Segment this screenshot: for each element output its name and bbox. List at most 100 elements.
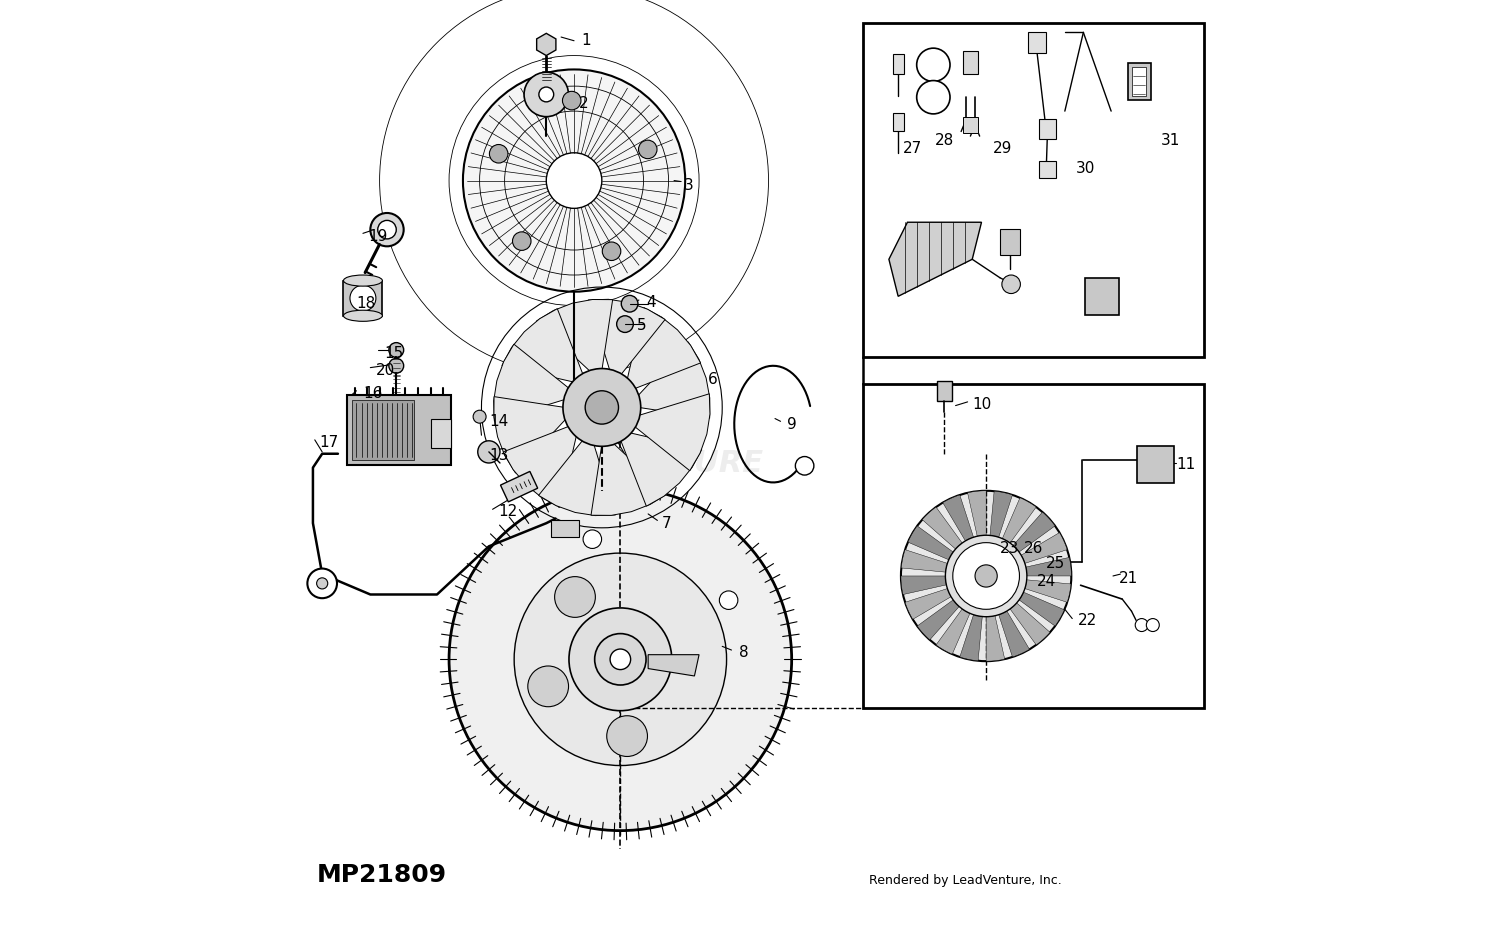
- Polygon shape: [494, 396, 567, 473]
- Circle shape: [378, 220, 396, 239]
- Circle shape: [606, 716, 648, 757]
- Circle shape: [562, 369, 640, 446]
- Text: 16: 16: [363, 386, 382, 401]
- Polygon shape: [1013, 512, 1054, 552]
- Polygon shape: [990, 491, 1012, 537]
- Ellipse shape: [344, 275, 382, 286]
- Bar: [1040, 161, 1056, 178]
- Polygon shape: [999, 611, 1029, 657]
- Bar: [938, 381, 952, 401]
- Text: 11: 11: [1176, 457, 1196, 472]
- Polygon shape: [634, 394, 710, 470]
- Text: MP21809: MP21809: [316, 863, 447, 887]
- Bar: [344, 281, 382, 316]
- Bar: [862, 384, 1203, 708]
- Circle shape: [568, 607, 672, 711]
- Text: 14: 14: [489, 414, 508, 429]
- Polygon shape: [1024, 580, 1071, 602]
- Text: 2: 2: [579, 96, 588, 111]
- Bar: [1028, 32, 1047, 53]
- Circle shape: [464, 69, 686, 292]
- Circle shape: [639, 140, 657, 158]
- Polygon shape: [968, 491, 986, 536]
- Circle shape: [952, 543, 1020, 609]
- Circle shape: [584, 530, 602, 548]
- Bar: [963, 117, 978, 133]
- Polygon shape: [503, 426, 576, 507]
- Polygon shape: [1019, 592, 1065, 626]
- Polygon shape: [916, 600, 958, 640]
- Text: Rendered by LeadVenture, Inc.: Rendered by LeadVenture, Inc.: [868, 874, 1062, 887]
- Text: 24: 24: [1036, 574, 1056, 589]
- Circle shape: [720, 591, 738, 609]
- Circle shape: [524, 72, 568, 117]
- Polygon shape: [503, 308, 584, 382]
- Circle shape: [538, 87, 554, 102]
- Polygon shape: [1002, 498, 1036, 543]
- Polygon shape: [648, 655, 699, 676]
- Bar: [1128, 63, 1150, 100]
- Circle shape: [370, 213, 404, 246]
- Circle shape: [975, 565, 998, 587]
- Circle shape: [621, 295, 638, 312]
- Bar: [1084, 278, 1119, 315]
- Bar: [963, 51, 978, 74]
- Circle shape: [594, 633, 646, 685]
- Circle shape: [916, 48, 950, 81]
- Circle shape: [1146, 619, 1160, 632]
- Circle shape: [472, 410, 486, 423]
- Polygon shape: [591, 443, 668, 516]
- Circle shape: [1136, 619, 1148, 632]
- Circle shape: [902, 491, 1071, 661]
- Bar: [550, 520, 579, 537]
- Text: 23: 23: [1000, 541, 1020, 556]
- Text: 26: 26: [1024, 541, 1044, 556]
- Polygon shape: [538, 440, 615, 516]
- Circle shape: [945, 535, 1028, 617]
- Circle shape: [610, 649, 630, 669]
- Circle shape: [585, 391, 618, 424]
- Circle shape: [350, 285, 376, 311]
- Text: 7: 7: [662, 516, 672, 531]
- Polygon shape: [902, 550, 948, 572]
- Polygon shape: [494, 344, 570, 421]
- Bar: [1137, 446, 1174, 483]
- Polygon shape: [537, 33, 556, 56]
- Text: 12: 12: [498, 504, 517, 519]
- Bar: [1131, 67, 1146, 96]
- Text: 3: 3: [684, 178, 693, 193]
- Polygon shape: [890, 222, 981, 296]
- Text: 19: 19: [369, 229, 388, 244]
- Polygon shape: [986, 616, 1005, 661]
- Text: 30: 30: [1076, 161, 1095, 176]
- Bar: [501, 471, 537, 502]
- Polygon shape: [1022, 532, 1066, 563]
- Text: 6: 6: [708, 372, 718, 387]
- Text: 8: 8: [740, 645, 748, 660]
- Text: 27: 27: [903, 141, 922, 156]
- Text: 20: 20: [376, 363, 394, 378]
- Polygon shape: [902, 576, 946, 594]
- Text: 28: 28: [934, 133, 954, 148]
- Polygon shape: [1010, 603, 1050, 644]
- Circle shape: [546, 153, 602, 208]
- Bar: [430, 419, 451, 448]
- Circle shape: [478, 441, 500, 463]
- Polygon shape: [627, 307, 701, 389]
- Circle shape: [308, 569, 338, 598]
- Circle shape: [513, 232, 531, 250]
- Circle shape: [795, 457, 814, 475]
- Bar: [892, 54, 903, 74]
- Bar: [862, 23, 1203, 357]
- Circle shape: [916, 81, 950, 114]
- Text: 13: 13: [489, 448, 508, 463]
- Polygon shape: [960, 615, 982, 661]
- Text: 4: 4: [646, 295, 656, 310]
- Polygon shape: [944, 495, 974, 541]
- Text: 31: 31: [1161, 133, 1180, 148]
- Circle shape: [603, 242, 621, 260]
- Text: 18: 18: [357, 296, 375, 311]
- Circle shape: [1002, 275, 1020, 294]
- Polygon shape: [904, 589, 951, 619]
- Bar: [346, 395, 452, 465]
